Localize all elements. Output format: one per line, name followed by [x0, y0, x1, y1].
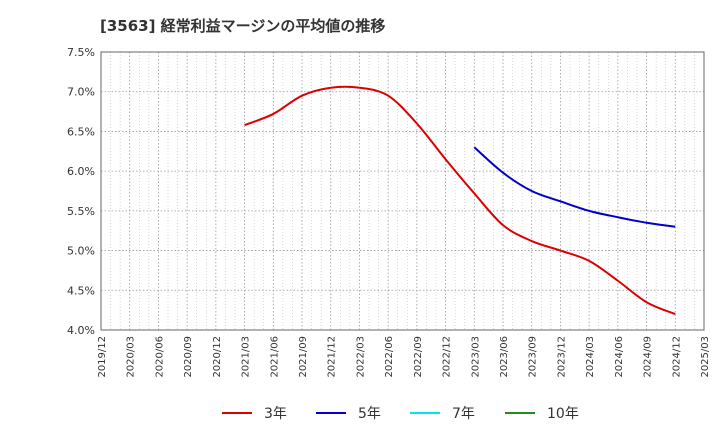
x-tick-label: 2020/06 — [154, 336, 165, 378]
x-tick-label: 2022/09 — [413, 336, 424, 378]
y-tick-label: 6.5% — [67, 125, 95, 138]
y-tick-label: 7.0% — [67, 86, 95, 99]
legend-label: 10年 — [547, 406, 579, 422]
x-tick-label: 2023/09 — [528, 336, 539, 378]
legend: 3年 5年 7年 10年 — [222, 406, 579, 422]
y-axis: 7.5% 7.0% 6.5% 6.0% 5.5% 5.0% 4.5% 4.0% — [67, 46, 95, 337]
x-tick-label: 2022/12 — [442, 336, 453, 378]
series-line-1 — [244, 85, 676, 316]
x-tick-label: 2020/09 — [183, 336, 194, 378]
plot-area — [100, 51, 705, 331]
x-tick-label: 2024/03 — [585, 336, 596, 378]
x-tick-label: 2022/03 — [355, 336, 366, 378]
y-tick-label: 5.0% — [67, 245, 95, 258]
x-tick-label: 2021/09 — [298, 336, 309, 378]
x-axis: 2019/12 2020/03 2020/06 2020/09 2020/12 2021/… — [97, 336, 711, 378]
legend-label: 5年 — [358, 406, 381, 422]
grid — [100, 51, 705, 331]
x-tick-label: 2022/06 — [384, 336, 395, 378]
series-line-2 — [473, 146, 676, 228]
x-tick-label: 2023/12 — [556, 336, 567, 378]
y-tick-label: 6.0% — [67, 165, 95, 178]
x-tick-label: 2024/12 — [671, 336, 682, 378]
x-tick-label: 2024/09 — [643, 336, 654, 378]
x-tick-label: 2025/03 — [700, 336, 711, 378]
y-tick-label: 4.5% — [67, 284, 95, 297]
y-tick-label: 5.5% — [67, 205, 95, 218]
x-tick-label: 2023/06 — [499, 336, 510, 378]
x-tick-label: 2020/03 — [126, 336, 137, 378]
chart-title: [3563] 経常利益マージンの平均値の推移 — [100, 17, 385, 35]
x-tick-label: 2023/03 — [470, 336, 481, 378]
x-tick-label: 2021/06 — [269, 336, 280, 378]
x-tick-label: 2020/12 — [212, 336, 223, 378]
legend-label: 3年 — [264, 406, 287, 422]
legend-label: 7年 — [452, 406, 475, 422]
y-tick-label: 7.5% — [67, 46, 95, 59]
x-tick-label: 2021/03 — [241, 336, 252, 378]
y-tick-label: 4.0% — [67, 324, 95, 337]
series-lines — [244, 85, 676, 316]
x-tick-label: 2024/06 — [614, 336, 625, 378]
x-tick-label: 2021/12 — [327, 336, 338, 378]
x-tick-label: 2019/12 — [97, 336, 108, 378]
